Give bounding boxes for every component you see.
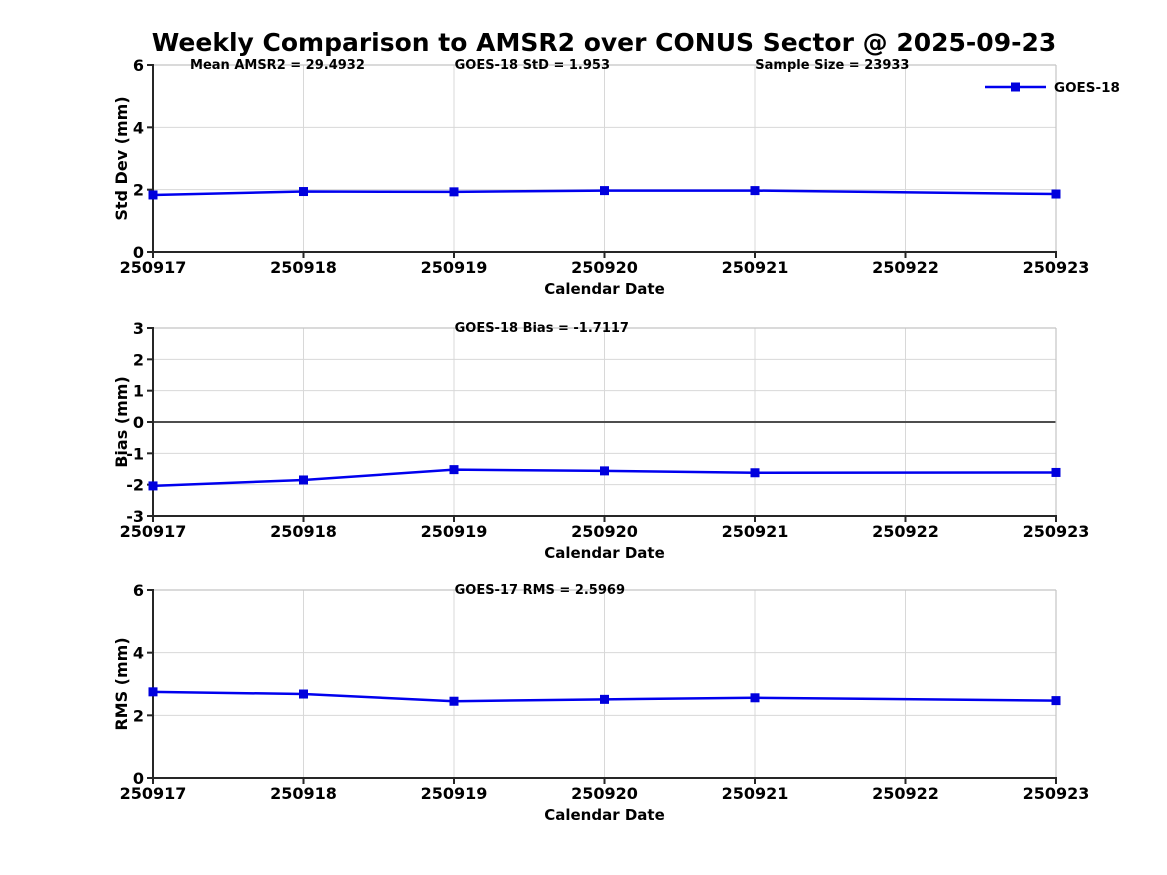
y-axis-label: Bias (mm) [112,376,131,468]
data-point-marker [1051,696,1061,706]
y-tick-label: -3 [126,507,144,526]
y-tick-label: -1 [126,444,144,463]
y-axis-label: RMS (mm) [112,637,131,730]
x-axis-label: Calendar Date [544,544,665,562]
y-tick-label: 4 [133,644,144,663]
data-point-marker [600,466,609,476]
x-tick-label: 250923 [1023,784,1090,803]
data-point-marker [148,481,158,491]
data-point-marker [1051,467,1061,477]
x-tick-label: 250921 [722,784,789,803]
y-tick-label: 6 [133,581,144,600]
subplot-rms: 250917 250918 250919 250920 250921 250922 2509… [112,581,1089,824]
data-point-marker [449,465,459,475]
x-tick-label: 250922 [872,784,939,803]
subplots-container: 250917 250918 250919 250920 250921 250922 2509… [112,56,1120,824]
data-point-marker [750,693,760,703]
data-point-marker [148,190,158,200]
y-tick-label: 0 [133,413,144,432]
legend-label: GOES-18 [1054,80,1120,96]
annotation-std-dev: GOES-18 StD = 1.953 [455,58,610,73]
data-point-marker [299,689,308,699]
annotation-rms: GOES-17 RMS = 2.5969 [455,583,625,598]
data-point-marker [600,186,609,196]
y-tick-label: 2 [133,181,144,200]
x-tick-label: 250922 [872,522,939,541]
subplot-std-dev: 250917 250918 250919 250920 250921 250922 2509… [112,56,1089,298]
x-axis-label: Calendar Date [544,280,665,298]
x-tick-label: 250919 [421,784,488,803]
y-tick-label: 1 [133,382,144,401]
data-point-marker [449,187,459,197]
data-point-marker [299,475,308,485]
y-tick-label: 2 [133,350,144,369]
figure-title: Weekly Comparison to AMSR2 over CONUS Se… [152,28,1057,57]
y-tick-label: 4 [133,118,144,137]
y-tick-label: 0 [133,243,144,262]
annotation-std-dev: Mean AMSR2 = 29.4932 [190,58,365,73]
x-tick-label: 250918 [270,258,337,277]
legend-marker [1011,82,1020,92]
data-point-marker [148,687,158,697]
data-point-marker [750,186,760,196]
x-tick-label: 250923 [1023,258,1090,277]
x-tick-label: 250922 [872,258,939,277]
data-point-marker [750,468,760,478]
annotation-bias: GOES-18 Bias = -1.7117 [455,321,629,336]
x-tick-label: 250921 [722,258,789,277]
y-tick-label: 6 [133,56,144,75]
x-tick-label: 250920 [571,522,638,541]
data-point-marker [449,696,459,706]
x-tick-label: 250920 [571,784,638,803]
subplot-bias: 250917 250918 250919 250920 250921 250922 2509… [112,319,1089,562]
y-axis-label: Std Dev (mm) [112,96,131,220]
x-axis-label: Calendar Date [544,806,665,824]
x-tick-label: 250921 [722,522,789,541]
y-tick-label: 3 [133,319,144,338]
x-tick-label: 250923 [1023,522,1090,541]
series-line-goes-18 [152,468,1057,488]
data-point-marker [1051,189,1061,199]
x-tick-label: 250917 [120,258,187,277]
series-line-goes-18 [152,690,1057,703]
x-tick-label: 250920 [571,258,638,277]
y-tick-label: -2 [126,476,144,495]
x-tick-label: 250917 [120,784,187,803]
y-tick-label: 2 [133,706,144,725]
x-tick-label: 250918 [270,784,337,803]
data-point-marker [600,694,609,704]
data-point-marker [299,187,308,197]
x-tick-label: 250919 [421,258,488,277]
x-tick-label: 250918 [270,522,337,541]
y-tick-label: 0 [133,769,144,788]
series-line-goes-18 [152,189,1057,197]
x-tick-label: 250919 [421,522,488,541]
x-tick-label: 250917 [120,522,187,541]
legend: GOES-18 [985,80,1120,96]
annotation-std-dev: Sample Size = 23933 [755,58,909,73]
